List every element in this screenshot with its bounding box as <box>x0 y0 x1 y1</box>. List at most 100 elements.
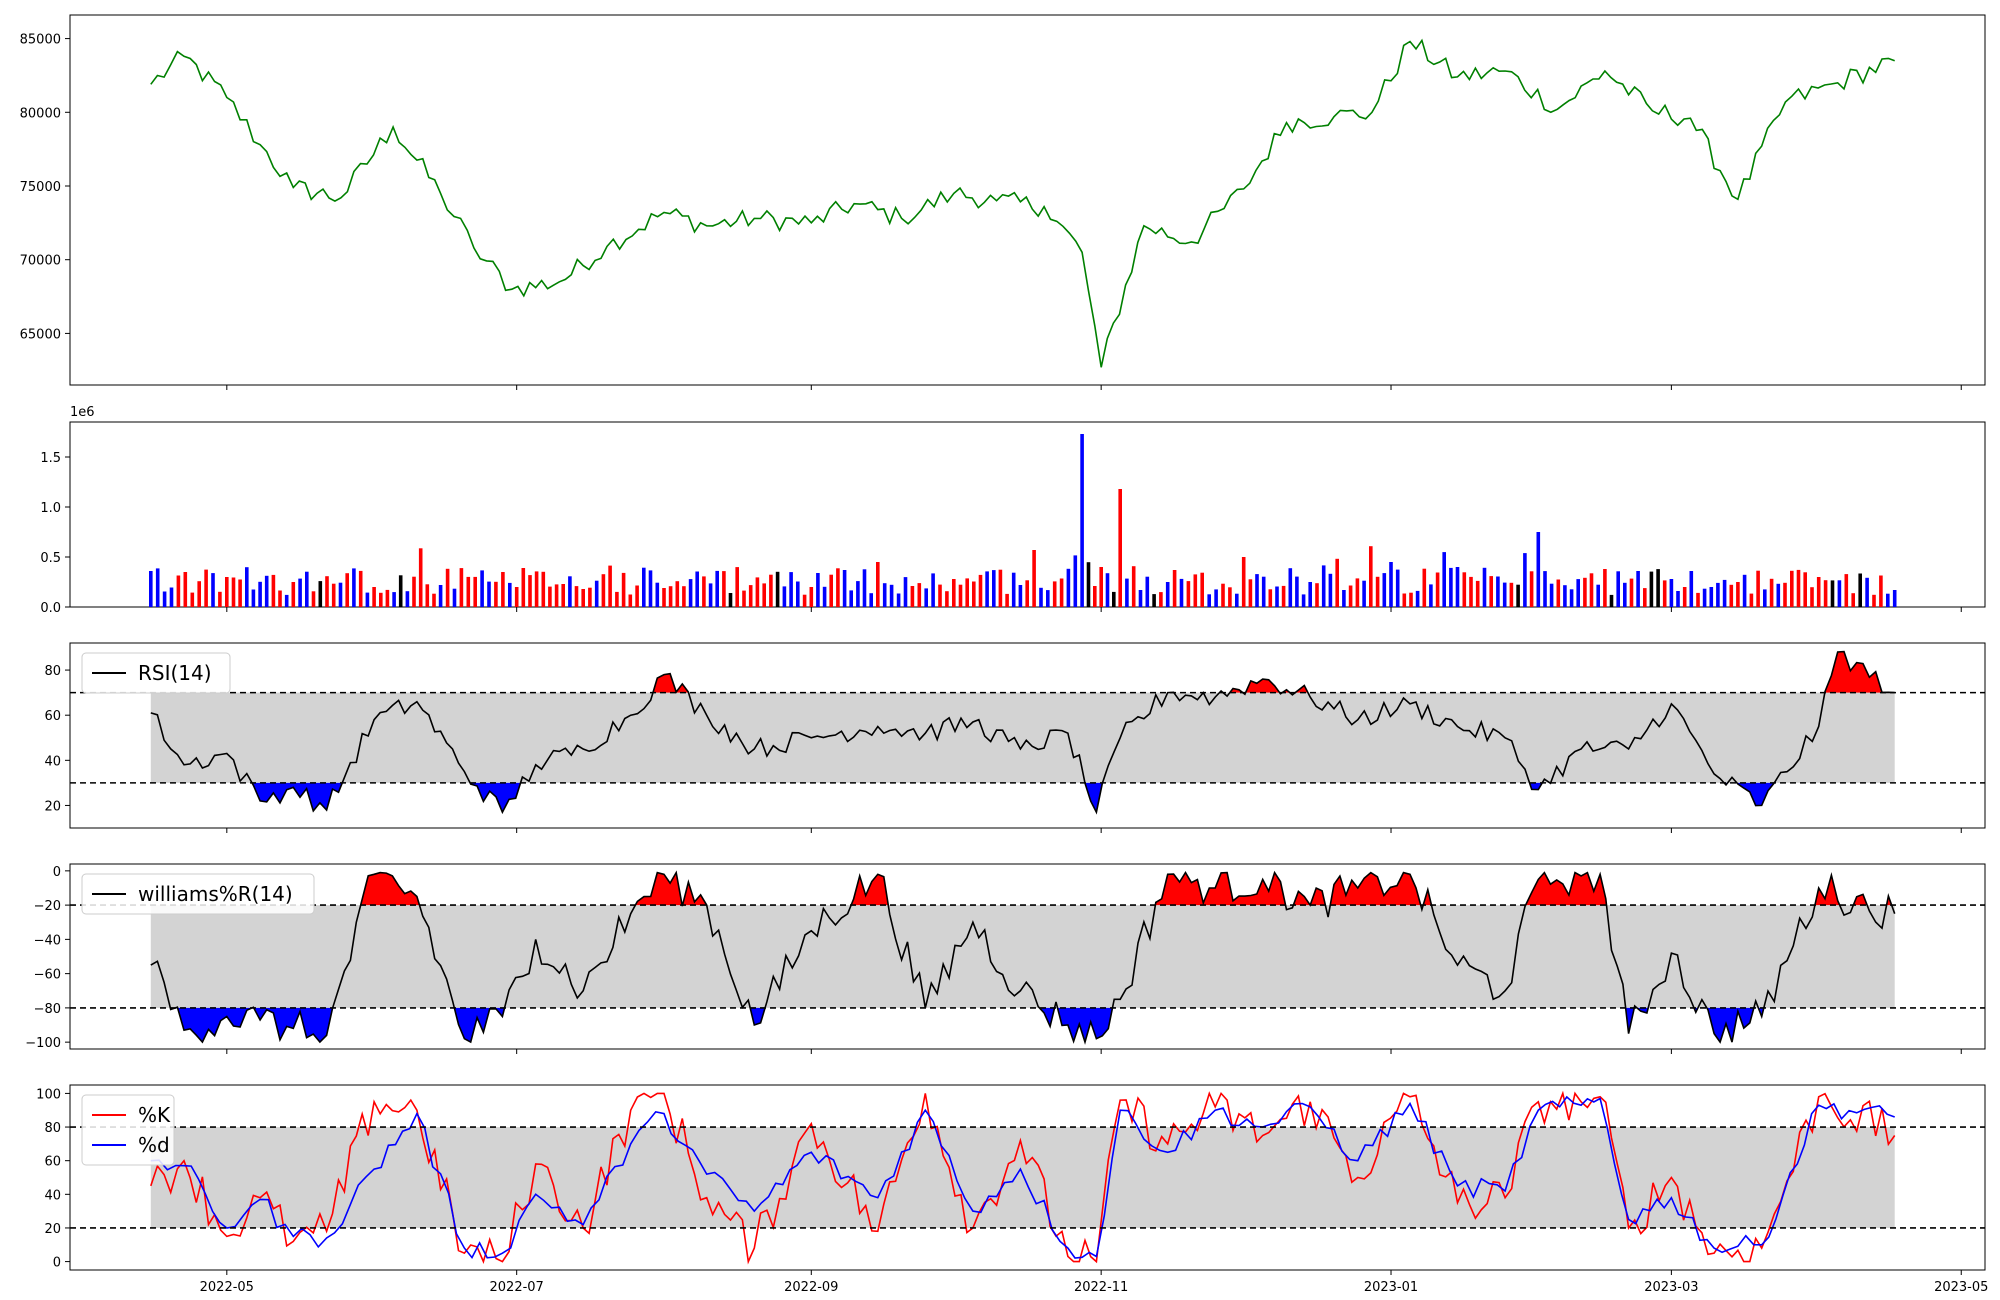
volume-bar <box>459 568 464 607</box>
volume-bar <box>1616 571 1620 607</box>
volume-bar <box>1656 569 1660 607</box>
volume-bar <box>1018 585 1023 607</box>
volume-bar <box>889 584 894 607</box>
volume-bar <box>1536 532 1541 607</box>
volume-bar <box>541 571 546 607</box>
volume-bar <box>1489 576 1493 607</box>
volume-bar <box>1005 593 1009 607</box>
volume-bar <box>278 590 282 607</box>
volume-bar <box>1301 594 1306 607</box>
volume-bar <box>924 588 928 607</box>
oversold-fill <box>1636 1007 1649 1013</box>
volume-bar <box>534 571 539 607</box>
volume-bar <box>1662 580 1667 607</box>
volume-bar <box>1032 550 1036 607</box>
volume-bar <box>291 582 296 607</box>
volume-bar <box>1469 576 1473 607</box>
volume-bar <box>958 584 963 607</box>
volume-bar <box>1335 558 1339 607</box>
volume-bar <box>1879 575 1883 607</box>
volume-bar <box>405 591 410 607</box>
rsi-line <box>150 650 1895 815</box>
volume-bar <box>1603 569 1607 607</box>
volume-bar <box>608 565 612 607</box>
overbought-fill <box>1525 872 1607 906</box>
volume-bar <box>782 586 787 607</box>
overbought-fill <box>1155 872 1286 906</box>
volume-bar <box>1722 579 1727 607</box>
volume-bar <box>1749 593 1754 607</box>
volume-bar <box>822 586 827 607</box>
volume-bar <box>621 572 626 607</box>
volume-bar <box>385 589 390 607</box>
overbought-fill <box>1310 888 1326 906</box>
volume-bar <box>1429 584 1433 607</box>
volume-bar <box>508 582 512 607</box>
oversold-fill <box>252 782 343 811</box>
x-tick-label: 2022-11 <box>1074 1280 1128 1295</box>
volume-bar <box>1435 572 1440 607</box>
y-tick-label: 60 <box>44 709 61 724</box>
y-tick-label: −80 <box>34 1002 61 1017</box>
volume-bar <box>1449 567 1453 607</box>
volume-bar <box>642 567 646 607</box>
volume-bar <box>183 572 188 607</box>
williams-r-panel: 0 −20 −40 −60 −80 −100 williams%R(14) <box>25 863 1986 1051</box>
oversold-fill <box>470 782 521 813</box>
y-scale-label: 1e6 <box>70 405 95 420</box>
volume-bar <box>1516 584 1520 607</box>
volume-bar <box>218 591 222 607</box>
volume-bar <box>231 577 236 607</box>
volume-bar <box>574 586 579 607</box>
volume-bar <box>675 581 680 607</box>
volume-bar <box>1395 569 1400 607</box>
volume-bar <box>655 582 660 607</box>
y-tick-label: 0 <box>53 1256 61 1271</box>
volume-bar <box>682 586 686 607</box>
x-tick-label: 2023-03 <box>1644 1280 1698 1295</box>
volume-bar <box>708 583 713 607</box>
volume-bar <box>836 568 840 607</box>
overbought-fill <box>682 882 707 906</box>
volume-bar <box>1369 546 1373 607</box>
price-line <box>150 38 1895 368</box>
volume-bar <box>1389 562 1393 607</box>
volume-bar <box>910 586 915 607</box>
volume-bar <box>1830 580 1835 607</box>
volume-bar <box>1186 581 1191 607</box>
volume-bar <box>514 587 519 607</box>
volume-bar <box>735 567 739 607</box>
volume-bar <box>204 569 208 607</box>
volume-bar <box>688 579 693 607</box>
volume-bar <box>452 588 457 607</box>
volume-bar <box>298 578 302 607</box>
y-tick-label: 60 <box>44 1155 61 1170</box>
volume-bar <box>372 587 376 607</box>
volume-bar <box>1763 589 1767 607</box>
volume-bar <box>1275 586 1279 607</box>
volume-bar <box>1475 580 1480 607</box>
volume-bar <box>325 576 329 607</box>
volume-bar <box>258 581 262 607</box>
volume-bar <box>876 562 880 607</box>
volume-bar <box>775 571 780 607</box>
volume-bar <box>802 594 807 607</box>
volume-bar <box>311 591 316 607</box>
volume-bar <box>1872 594 1876 607</box>
volume-bar <box>264 575 269 607</box>
volume-bar <box>1736 582 1740 607</box>
volume-bar <box>882 583 887 607</box>
volume-bar <box>1131 566 1136 607</box>
x-tick-label: 2022-05 <box>200 1280 254 1295</box>
y-tick-label: 80 <box>44 664 61 679</box>
volume-bar <box>1321 565 1326 607</box>
y-tick-label: 75000 <box>20 180 61 195</box>
volume-bar <box>432 593 436 607</box>
volume-bar <box>769 574 773 607</box>
volume-bar <box>358 570 363 607</box>
volume-bar <box>1112 591 1116 607</box>
volume-bar <box>1159 592 1163 607</box>
volume-bar <box>1052 581 1057 607</box>
volume-bar <box>1118 489 1122 607</box>
